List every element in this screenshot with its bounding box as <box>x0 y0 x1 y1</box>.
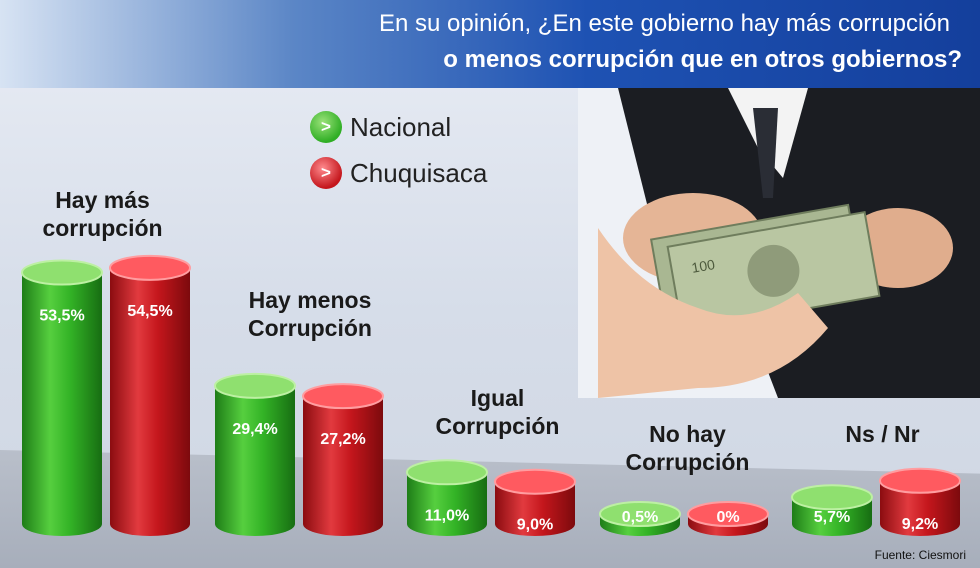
bar-cap <box>109 254 191 281</box>
data-label: 53,5% <box>39 308 84 325</box>
bar-cap <box>791 484 873 511</box>
bar-cap <box>687 501 769 527</box>
data-label: 9,2% <box>902 516 938 533</box>
source-note: Fuente: Ciesmori <box>874 548 966 562</box>
title-line-1: En su opinión, ¿En este gobierno hay más… <box>379 10 950 37</box>
category-label: Hay menos Corrupción <box>248 287 372 341</box>
bar-body <box>22 272 102 524</box>
legend-label: Chuquisaca <box>350 157 488 188</box>
bar-cap <box>214 372 296 399</box>
bar-body <box>303 396 383 524</box>
bar-cap <box>494 468 576 495</box>
data-label: 0,5% <box>622 509 658 526</box>
title-line-2: o menos corrupción que en otros gobierno… <box>443 46 962 73</box>
bar-body <box>215 385 295 524</box>
data-label: 0% <box>716 509 739 526</box>
bar-chuquisaca-2 <box>494 468 576 536</box>
data-label: 54,5% <box>127 303 172 320</box>
bar-cap <box>302 383 384 410</box>
category-label: No hay Corrupción <box>625 421 750 475</box>
bar-chuquisaca-3 <box>687 501 769 536</box>
bar-body <box>110 267 190 524</box>
bar-nacional-2 <box>406 459 488 536</box>
category-label: Hay más corrupción <box>42 187 163 241</box>
title-banner: En su opinión, ¿En este gobierno hay más… <box>0 0 980 88</box>
data-label: 29,4% <box>232 421 277 438</box>
data-label: 9,0% <box>517 517 553 534</box>
bar-chuquisaca-1 <box>302 383 384 536</box>
data-label: 11,0% <box>425 507 469 524</box>
chevron-right-icon: > <box>310 111 342 143</box>
data-label: 5,7% <box>814 509 850 526</box>
bar-cap <box>406 459 488 486</box>
bar-nacional-4 <box>791 484 873 536</box>
bar-nacional-0 <box>21 259 103 536</box>
legend-item-nacional: > Nacional <box>310 110 451 144</box>
category-label: Igual Corrupción <box>435 385 560 439</box>
bar-cap <box>599 501 681 527</box>
legend-item-chuquisaca: > Chuquisaca <box>310 156 487 190</box>
chevron-right-icon: > <box>310 157 342 189</box>
money-hands-photo: 100 <box>578 88 980 398</box>
svg-text:100: 100 <box>690 256 716 276</box>
bar-chuquisaca-4 <box>879 467 961 536</box>
bar-chuquisaca-0 <box>109 254 191 536</box>
data-label: 27,2% <box>320 431 365 448</box>
category-label: Ns / Nr <box>845 421 920 447</box>
bar-cap <box>879 467 961 494</box>
legend-label: Nacional <box>350 111 452 142</box>
bar-nacional-1 <box>214 372 296 536</box>
bar-cap <box>21 259 103 286</box>
bar-nacional-3 <box>599 501 681 536</box>
